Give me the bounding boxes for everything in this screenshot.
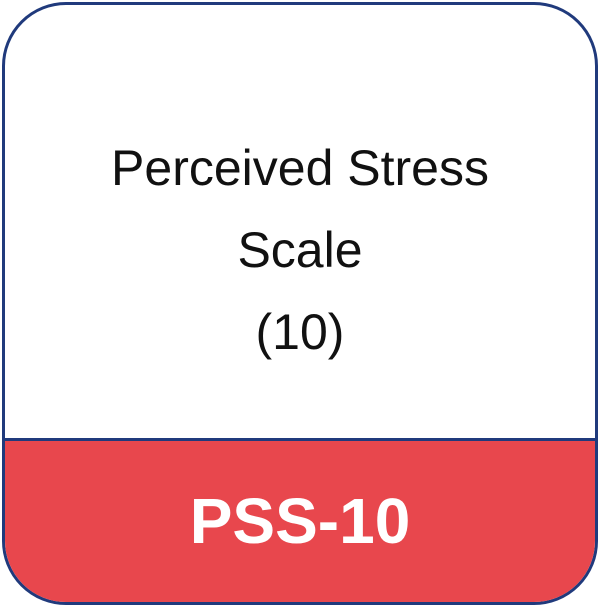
abbreviation-label: PSS-10 <box>189 485 411 557</box>
scale-title: Perceived Stress Scale (10) <box>5 127 595 373</box>
title-line-2: Scale <box>237 222 363 278</box>
title-line-1: Perceived Stress <box>111 140 489 196</box>
abbreviation-banner: PSS-10 <box>5 438 595 602</box>
title-area: Perceived Stress Scale (10) <box>5 5 595 442</box>
scale-card: Perceived Stress Scale (10) PSS-10 <box>2 2 598 605</box>
title-line-3: (10) <box>255 304 345 360</box>
